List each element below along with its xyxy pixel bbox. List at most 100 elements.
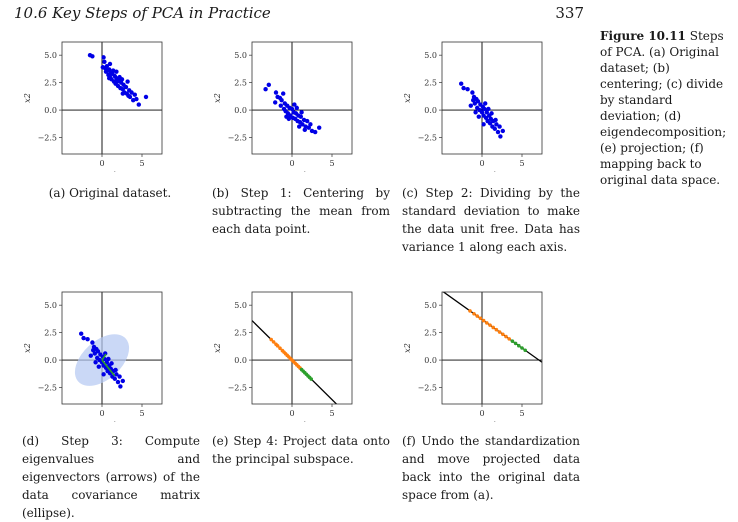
data-point	[459, 81, 464, 86]
projected-point	[481, 318, 486, 323]
y-axis-label: x2	[23, 343, 32, 353]
chart-e: 5.0 2.5 0.0 −2.5 0 5 x1 x2	[213, 291, 353, 430]
projected-point	[475, 314, 479, 318]
projected-point	[523, 348, 527, 353]
data-point	[294, 105, 299, 111]
data-point	[101, 372, 106, 377]
panel-e: 5.0 2.5 0.0 −2.5 0 5 x1 x2	[210, 282, 360, 430]
y-axis-label: x2	[213, 343, 222, 353]
chart-d: 5.0 2.5 0.0 −2.5 0 5 x1 x2	[23, 291, 163, 430]
page-number: 337	[555, 4, 584, 22]
data-point	[81, 335, 86, 341]
data-point	[109, 361, 114, 366]
x-tick-label: 0	[479, 409, 484, 418]
x-tick-label: 5	[519, 409, 524, 418]
data-point	[90, 54, 95, 59]
projected-point	[520, 346, 524, 350]
data-point	[470, 90, 475, 95]
data-point	[104, 63, 110, 69]
caption-c: (c) Step 2: Dividing by the standard dev…	[402, 186, 580, 254]
data-point	[495, 129, 501, 135]
data-point	[494, 122, 499, 127]
data-point	[120, 378, 126, 384]
y-tick-label: 0.0	[234, 356, 247, 365]
y-tick-label: 2.5	[234, 329, 247, 338]
data-point	[475, 99, 481, 104]
projected-point	[517, 343, 521, 348]
data-point	[95, 349, 101, 354]
chart-f: 5.0 2.5 0.0 −2.5 0 5 x1 x2	[403, 291, 543, 430]
projected-point	[507, 337, 511, 341]
y-tick-label: 2.5	[234, 79, 247, 88]
data-point	[497, 124, 502, 129]
data-point	[468, 103, 473, 108]
x-tick-label: 0	[289, 409, 294, 418]
plot-area	[62, 292, 162, 404]
data-point	[79, 331, 84, 336]
data-point	[114, 69, 119, 74]
plot-area	[252, 42, 352, 154]
caption-a: (a) Original dataset.	[48, 186, 172, 200]
data-point	[115, 379, 121, 385]
x-tick-label: 0	[99, 409, 104, 418]
data-point	[461, 85, 466, 91]
data-point	[297, 124, 302, 129]
y-tick-label: 0.0	[44, 356, 57, 365]
x-axis-label: x1	[487, 171, 497, 172]
figure-caption-text: Steps of PCA. (a) Original dataset; (b) …	[600, 29, 727, 187]
projected-point	[309, 377, 313, 381]
projected-point	[485, 321, 489, 325]
data-point	[117, 374, 122, 379]
data-point	[90, 340, 95, 345]
projected-point	[488, 323, 492, 327]
y-tick-label: 0.0	[234, 106, 247, 115]
y-tick-label: 0.0	[424, 356, 437, 365]
plot-frame	[251, 291, 353, 405]
y-tick-label: 2.5	[424, 329, 437, 338]
y-tick-label: −2.5	[38, 134, 57, 143]
data-point	[498, 134, 503, 139]
data-point	[104, 360, 110, 365]
plot-area	[252, 292, 352, 404]
projected-point	[275, 344, 280, 348]
data-point	[298, 114, 303, 119]
data-point	[278, 103, 283, 108]
x-tick-label: 5	[329, 159, 334, 168]
data-point	[465, 87, 470, 92]
projected-point	[501, 332, 505, 337]
data-point	[91, 347, 96, 353]
panel-a: 5.0 2.5 0.0 −2.5 0 5 x1 x2	[20, 32, 170, 180]
data-point	[492, 126, 497, 131]
data-point	[305, 118, 310, 124]
x-tick-label: 5	[519, 159, 524, 168]
data-point	[481, 122, 486, 127]
y-axis-label: x2	[23, 93, 32, 103]
caption-b: (b) Step 1: Centering by subtracting the…	[212, 186, 390, 236]
data-point	[132, 92, 137, 97]
projected-point	[278, 346, 282, 351]
projected-point	[510, 339, 515, 343]
data-point	[118, 384, 123, 389]
plot-area	[62, 42, 162, 154]
data-point	[100, 65, 106, 70]
y-tick-label: 0.0	[44, 106, 57, 115]
y-tick-label: 5.0	[44, 51, 57, 60]
data-point	[493, 117, 498, 123]
y-tick-label: −2.5	[38, 384, 57, 393]
data-point	[486, 106, 491, 112]
x-tick-label: 0	[479, 159, 484, 168]
y-tick-label: 2.5	[44, 79, 57, 88]
data-point	[483, 101, 488, 106]
y-tick-label: −2.5	[228, 384, 247, 393]
data-point	[266, 82, 271, 88]
data-point	[306, 125, 311, 130]
page-header: 10.6 Key Steps of PCA in Practice 337	[14, 4, 584, 26]
projected-point	[494, 327, 499, 332]
data-point	[482, 106, 487, 112]
data-point	[112, 376, 118, 381]
data-point	[263, 87, 268, 92]
data-point	[473, 110, 478, 115]
data-point	[125, 79, 130, 84]
projected-point	[478, 316, 483, 321]
data-point	[126, 93, 131, 99]
